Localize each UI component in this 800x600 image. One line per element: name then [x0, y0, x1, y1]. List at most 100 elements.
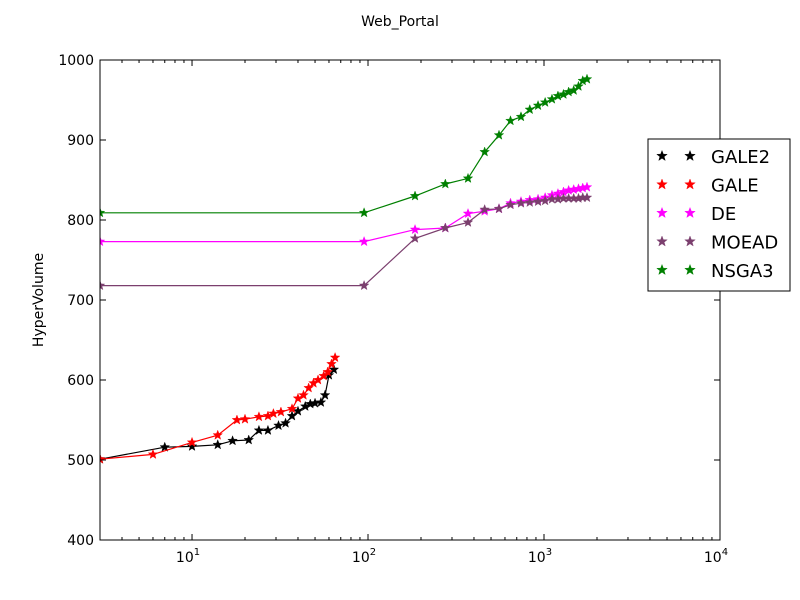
data-point-gale [329, 352, 341, 363]
legend-marker-moead [656, 235, 668, 247]
data-point-moead [358, 280, 370, 291]
legend-label-de: DE [711, 204, 736, 225]
x-tick-label-exponent: 2 [370, 547, 376, 558]
legend: GALE2 GALE DE MOEAD NSGA3 [647, 138, 791, 292]
x-tick-label: 102 [352, 547, 376, 566]
data-point-moead [505, 199, 516, 210]
y-tick-label: 500 [67, 453, 94, 469]
y-tick-label: 1000 [58, 53, 94, 69]
data-point-de [581, 181, 593, 192]
y-tick-label: 700 [67, 293, 94, 309]
data-point-gale [239, 413, 251, 424]
data-point-moead [581, 192, 593, 203]
data-point-nsga3 [100, 207, 106, 218]
data-point-gale [147, 448, 159, 459]
data-point-moead [479, 204, 490, 215]
data-point-gale [231, 414, 243, 425]
plot-frame [99, 59, 721, 541]
data-point-gale2 [243, 434, 255, 445]
plot-area [100, 73, 593, 464]
series-group [100, 73, 593, 464]
data-point-gale [212, 429, 224, 440]
data-point-gale2 [319, 389, 331, 400]
legend-label-gale2: GALE2 [711, 147, 770, 168]
data-point-gale2 [262, 424, 274, 435]
y-tick-label: 900 [67, 133, 94, 149]
data-point-gale [275, 406, 287, 417]
data-point-nsga3 [532, 100, 544, 111]
x-tick-label-exponent: 3 [546, 547, 552, 558]
data-point-nsga3 [409, 190, 421, 201]
data-point-nsga3 [493, 129, 505, 140]
data-point-gale2 [227, 435, 238, 446]
data-point-gale [253, 411, 265, 422]
legend-marker-nsga3 [656, 263, 668, 275]
data-point-moead [409, 232, 421, 243]
y-tick-label: 800 [67, 213, 94, 229]
legend-label-nsga3: NSGA3 [711, 261, 774, 282]
legend-box [647, 138, 791, 292]
series-line-nsga3 [100, 78, 588, 214]
data-point-nsga3 [539, 96, 551, 107]
data-point-moead [539, 195, 551, 206]
data-point-gale [268, 408, 279, 419]
legend-marker-de [684, 206, 696, 218]
data-point-gale2 [328, 364, 340, 375]
series-line-de [100, 186, 588, 243]
data-point-gale2 [292, 405, 304, 416]
data-point-nsga3 [573, 80, 584, 91]
data-point-de [358, 236, 370, 247]
legend-marker-gale [684, 178, 696, 190]
data-point-nsga3 [524, 104, 536, 115]
legend-marker-nsga3 [684, 263, 696, 275]
data-point-nsga3 [479, 146, 490, 157]
data-point-nsga3 [358, 207, 370, 218]
data-point-moead [440, 222, 451, 233]
legend-label-moead: MOEAD [711, 233, 778, 254]
legend-marker-gale2 [656, 149, 668, 161]
data-point-nsga3 [515, 111, 527, 122]
data-point-nsga3 [440, 178, 451, 189]
x-tick-label-exponent: 1 [194, 547, 200, 558]
x-tick-label: 103 [528, 547, 552, 566]
data-point-gale [322, 366, 333, 377]
data-point-de [409, 224, 421, 235]
data-point-gale2 [212, 439, 224, 450]
data-point-gale2 [315, 396, 327, 407]
data-point-nsga3 [581, 73, 593, 84]
data-point-gale2 [280, 417, 291, 428]
data-point-nsga3 [505, 115, 516, 126]
data-point-gale2 [286, 410, 298, 421]
data-point-gale [186, 436, 198, 447]
x-tick-label: 104 [704, 547, 728, 566]
data-point-gale [303, 382, 314, 393]
chart-title: Web_Portal [361, 14, 439, 30]
data-point-moead [524, 196, 536, 207]
y-axis-label: HyperVolume [31, 253, 47, 347]
data-point-moead [100, 280, 106, 291]
data-point-gale [326, 358, 337, 369]
data-point-nsga3 [462, 172, 474, 183]
legend-marker-moead [684, 235, 696, 247]
legend-marker-de [656, 206, 668, 218]
axes: 400 500 600 700 800 900 1000 101 102 103 104 [58, 53, 728, 566]
legend-marker-gale [656, 178, 668, 190]
legend-label-gale: GALE [711, 176, 759, 197]
data-point-gale [286, 403, 298, 414]
x-tick-label: 101 [176, 547, 200, 566]
data-point-gale2 [253, 424, 265, 435]
data-point-gale2 [273, 420, 284, 431]
data-point-moead [515, 197, 527, 208]
data-point-moead [493, 203, 505, 214]
data-point-moead [462, 216, 474, 227]
y-tick-label: 400 [67, 533, 94, 549]
legend-marker-gale2 [684, 149, 696, 161]
data-point-de [462, 208, 474, 219]
y-tick-label: 600 [67, 373, 94, 389]
data-point-gale [100, 453, 106, 464]
data-point-gale [298, 389, 309, 400]
data-point-gale2 [159, 441, 171, 452]
data-point-gale2 [186, 440, 198, 451]
data-point-de [100, 236, 106, 247]
